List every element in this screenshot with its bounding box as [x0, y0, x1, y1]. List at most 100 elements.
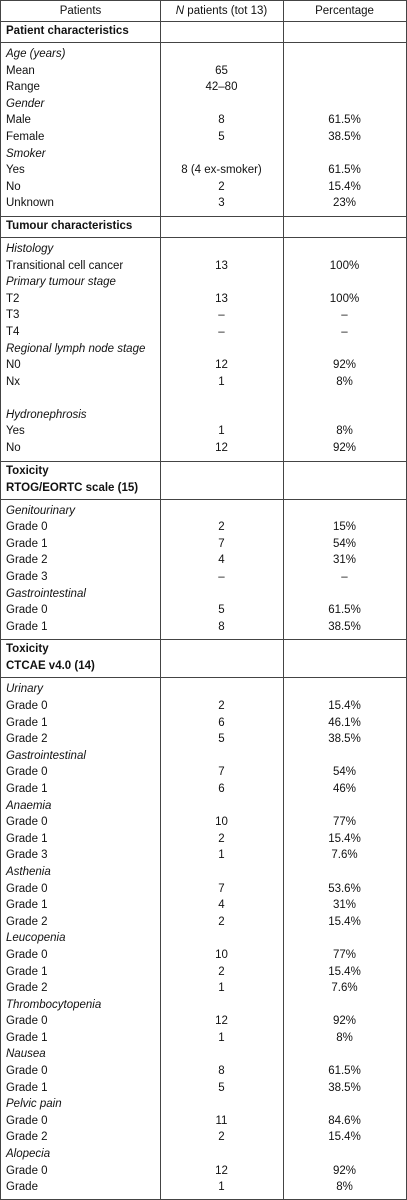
cell: 6 [218, 782, 225, 795]
subheading: Smoker [6, 147, 46, 160]
cell: 8% [336, 1031, 353, 1044]
cell: Unknown [6, 197, 54, 210]
subheading: Pelvic pain [6, 1098, 62, 1111]
row: Nausea [1, 1046, 406, 1063]
cell: 10 [215, 816, 228, 829]
cell: 84.6% [328, 1114, 361, 1127]
cell: 61.5% [328, 1065, 361, 1078]
row: Grade 0 10 77% [1, 814, 406, 831]
cell: 7 [218, 537, 225, 550]
subheading: Alopecia [6, 1148, 51, 1161]
cell: 77% [332, 816, 357, 829]
row: Grade 0 11 84.6% [1, 1113, 406, 1130]
row: Age (years) [1, 46, 406, 63]
row: Hydronephrosis [1, 407, 406, 424]
subheading: Gastrointestinal [6, 749, 86, 762]
row: Grade 2 5 38.5% [1, 731, 406, 748]
section: Toxicity CTCAE v4.0 (14) Urinary Grade 0 2 15… [1, 640, 406, 1199]
sections: Patient characteristics Age (years) Mean 6 5… [1, 22, 406, 1199]
cell: 5 [218, 733, 225, 746]
cell: Grade 2 [6, 733, 48, 746]
cell: 12 [215, 359, 228, 372]
section-title: Patient characteristics [1, 22, 406, 43]
cell: 38.5% [328, 620, 361, 633]
cell: No [6, 180, 21, 193]
cell: Grade 2 [6, 554, 48, 567]
cell: 11 [215, 1114, 228, 1127]
cell: Grade 0 [6, 521, 48, 534]
cell: 46% [332, 782, 357, 795]
cell: 12 [215, 442, 228, 455]
cell: 1 [218, 849, 225, 862]
cell: 7.6% [331, 982, 358, 995]
cell: 92% [332, 1015, 357, 1028]
cell: 38.5% [328, 733, 361, 746]
cell: 4 [218, 899, 225, 912]
cell: 92% [332, 359, 357, 372]
row: Grade 1 1 8% [1, 1030, 406, 1047]
cell: Yes [6, 164, 25, 177]
row: T2 13 100% [1, 291, 406, 308]
row: Urinary [1, 681, 406, 698]
subheading: Age (years) [6, 48, 66, 60]
cell: Grade 0 [6, 1065, 48, 1078]
cell: Grade 0 [6, 1015, 48, 1028]
cell: 2 [218, 832, 225, 845]
cell: 15% [332, 521, 357, 534]
cell: 92% [332, 1164, 357, 1177]
column-divider [160, 1, 161, 1199]
row: Grade 1 8 38.5% [1, 619, 406, 636]
row: No 2 15.4% [1, 179, 406, 196]
cell: Grade 0 [6, 816, 48, 829]
cell: 7.6% [331, 849, 358, 862]
cell: 15.4% [328, 965, 361, 978]
cell: 92% [332, 442, 357, 455]
section-body: Urinary Grade 0 2 15.4% Grade 1 6 46.1% Grade 2… [1, 678, 406, 1199]
section-body: Histology Transitional cell cancer 13 100% P… [1, 238, 406, 462]
subheading: Regional lymph node stage [6, 342, 146, 355]
cell: Grade 2 [6, 1131, 48, 1144]
row: Grade 2 4 31% [1, 552, 406, 569]
section-title: Toxicity RTOG/EORTC scale (15) [1, 462, 406, 500]
cell: 15.4% [328, 700, 361, 712]
cell: 38.5% [328, 130, 361, 143]
cell: 61.5% [328, 164, 361, 177]
section: Patient characteristics Age (years) Mean 65… [1, 22, 406, 217]
section-title-line: Toxicity [6, 464, 49, 477]
header-n-rest: patients (tot 13) [187, 5, 268, 17]
cell: 42–80 [205, 81, 238, 94]
header-cell: Patients [59, 5, 102, 17]
cell: 77% [332, 948, 357, 961]
cell: Grade 0 [6, 700, 48, 712]
cell: 100% [329, 292, 360, 305]
subheading: Asthenia [6, 865, 51, 878]
cell: 7 [218, 882, 225, 895]
cell: T3 [6, 309, 20, 322]
cell: Grade 1 [6, 782, 48, 795]
subheading: Gastrointestinal [6, 587, 86, 600]
section-title-line: Patient characteristics [6, 25, 129, 37]
row: Gastrointestinal [1, 748, 406, 765]
section-title-line: Tumour characteristics [6, 219, 133, 232]
cell: Nx [6, 375, 21, 388]
cell: 1 [218, 1181, 225, 1194]
cell: 53.6% [328, 882, 361, 895]
section-title-line: CTCAE v4.0 (14) [6, 660, 95, 673]
cell: Grade 0 [6, 604, 48, 617]
cell: Grade 1 [6, 537, 48, 550]
cell: 8 (4 ex-smoker) [181, 164, 262, 177]
row: Gastrointestinal [1, 586, 406, 603]
row: Pelvic pain [1, 1096, 406, 1113]
row: Thrombocytopenia [1, 997, 406, 1014]
cell: Grade 1 [6, 716, 48, 729]
cell: Grade 1 [6, 899, 48, 912]
section-title-line: Toxicity [6, 643, 49, 656]
row: No 12 92% [1, 440, 406, 457]
cell: Mean [6, 64, 35, 77]
cell: Range [6, 81, 40, 94]
row: N0 12 92% [1, 357, 406, 374]
subheading: Anaemia [6, 799, 52, 812]
cell: 31% [332, 899, 357, 912]
cell: T2 [6, 292, 20, 305]
